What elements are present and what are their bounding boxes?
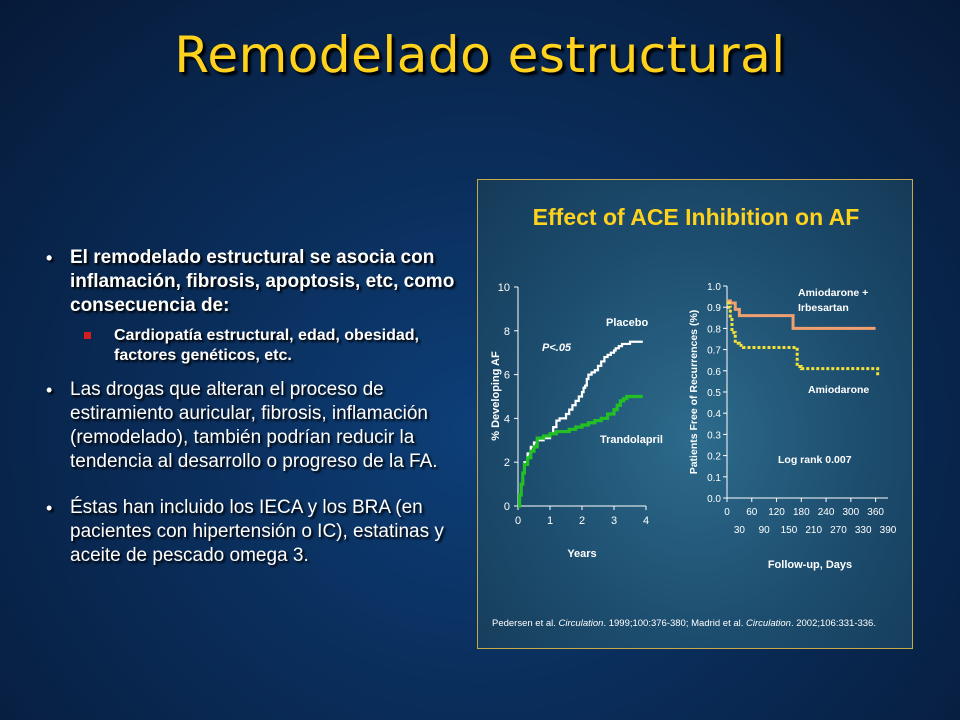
x-tick-label: 390 — [880, 525, 897, 536]
x-tick-label: 0 — [515, 515, 521, 527]
x-tick-label: 120 — [768, 507, 785, 518]
bullet-2: • Las drogas que alteran el proceso de e… — [36, 378, 456, 474]
x-tick-label: 90 — [759, 525, 771, 536]
legend-label-line-1: Amiodarone + — [798, 287, 868, 299]
x-tick-label: 270 — [830, 525, 847, 536]
x-axis-label: Years — [567, 548, 596, 560]
y-tick-label: 1.0 — [707, 282, 721, 293]
sub-bullet-1: Cardiopatía estructural, edad, obesidad,… — [36, 326, 456, 366]
x-tick-label: 330 — [855, 525, 872, 536]
series-line-amiodarone — [727, 301, 880, 378]
annotation-p-value: P<.05 — [542, 342, 572, 354]
bullet-1: • El remodelado estructural se asocia co… — [36, 246, 456, 318]
bullet-3-text: Éstas han incluido los IECA y los BRA (e… — [70, 497, 444, 566]
x-tick-label: 240 — [818, 507, 835, 518]
y-tick-label: 0 — [504, 501, 510, 513]
citation-journal-2: Circulation — [746, 618, 791, 629]
citation-journal-1: Circulation — [559, 618, 604, 629]
bullet-list: • El remodelado estructural se asocia co… — [36, 246, 456, 568]
x-tick-label: 60 — [746, 507, 758, 518]
sub-bullet-square — [84, 332, 91, 339]
x-tick-label: 150 — [781, 525, 798, 536]
x-tick-label: 180 — [793, 507, 810, 518]
bullet-dot: • — [46, 498, 53, 518]
x-tick-label: 300 — [843, 507, 860, 518]
bullet-dot: • — [46, 380, 53, 400]
citation-middle: . 1999;100:376-380; Madrid et al. — [603, 618, 746, 629]
x-tick-label: 3 — [611, 515, 617, 527]
x-axis-label: Follow-up, Days — [768, 559, 852, 571]
y-tick-label: 0.4 — [707, 409, 721, 420]
legend-label-amiodarone-irbesartan: Amiodarone + Irbesartan — [798, 287, 868, 314]
bullet-dot: • — [46, 248, 53, 268]
x-tick-label: 210 — [805, 525, 822, 536]
y-tick-label: 0.0 — [707, 494, 721, 505]
series-line-trandolapril — [518, 394, 643, 508]
bullet-3: • Éstas han incluido los IECA y los BRA … — [36, 496, 456, 568]
y-axis-label: % Developing AF — [490, 351, 502, 441]
chart-right: 0.0 0.1 0.2 0.3 0.4 0.5 0.6 0.7 0.8 0.9 1.0 0 60 120 1… — [688, 282, 897, 571]
y-tick-label: 0.1 — [707, 473, 721, 484]
legend-label-placebo: Placebo — [606, 317, 648, 329]
figure-panel: Effect of ACE Inhibition on AF 0 2 4 6 8 10 0 1… — [477, 179, 913, 649]
citation: Pedersen et al. Circulation. 1999;100:37… — [492, 618, 876, 629]
y-tick-label: 6 — [504, 370, 510, 382]
y-tick-label: 8 — [504, 326, 510, 338]
legend-label-line-2: Irbesartan — [798, 302, 849, 314]
y-tick-label: 10 — [498, 282, 510, 294]
bullet-2-text: Las drogas que alteran el proceso de est… — [70, 379, 438, 472]
x-tick-label: 4 — [643, 515, 649, 527]
figure-title: Effect of ACE Inhibition on AF — [533, 204, 860, 230]
citation-end: . 2002;106:331-336. — [791, 618, 876, 629]
x-tick-label: 0 — [724, 507, 730, 518]
citation-prefix: Pedersen et al. — [492, 618, 559, 629]
y-tick-label: 0.2 — [707, 452, 721, 463]
y-tick-label: 0.7 — [707, 346, 721, 357]
y-tick-label: 0.8 — [707, 324, 721, 335]
legend-label-trandolapril: Trandolapril — [600, 434, 663, 446]
x-tick-label: 30 — [734, 525, 746, 536]
y-tick-label: 0.9 — [707, 303, 721, 314]
y-tick-label: 0.5 — [707, 388, 721, 399]
x-tick-label: 2 — [579, 515, 585, 527]
legend-label-amiodarone: Amiodarone — [808, 384, 869, 396]
x-tick-label: 1 — [547, 515, 553, 527]
annotation-log-rank: Log rank 0.007 — [778, 454, 852, 466]
y-tick-label: 0.6 — [707, 367, 721, 378]
chart-left: 0 2 4 6 8 10 0 1 2 3 4 Years % Developing AF Placebo T… — [490, 282, 663, 560]
y-tick-label: 2 — [504, 457, 510, 469]
x-tick-label: 360 — [867, 507, 884, 518]
y-axis-label: Patients Free of Recurrences (%) — [688, 310, 700, 475]
bullet-1-text: El remodelado estructural se asocia con … — [70, 247, 455, 316]
sub-bullet-1-text: Cardiopatía estructural, edad, obesidad,… — [114, 327, 419, 364]
y-tick-label: 4 — [504, 413, 510, 425]
y-tick-label: 0.3 — [707, 430, 721, 441]
slide-title: Remodelado estructural — [174, 26, 786, 84]
